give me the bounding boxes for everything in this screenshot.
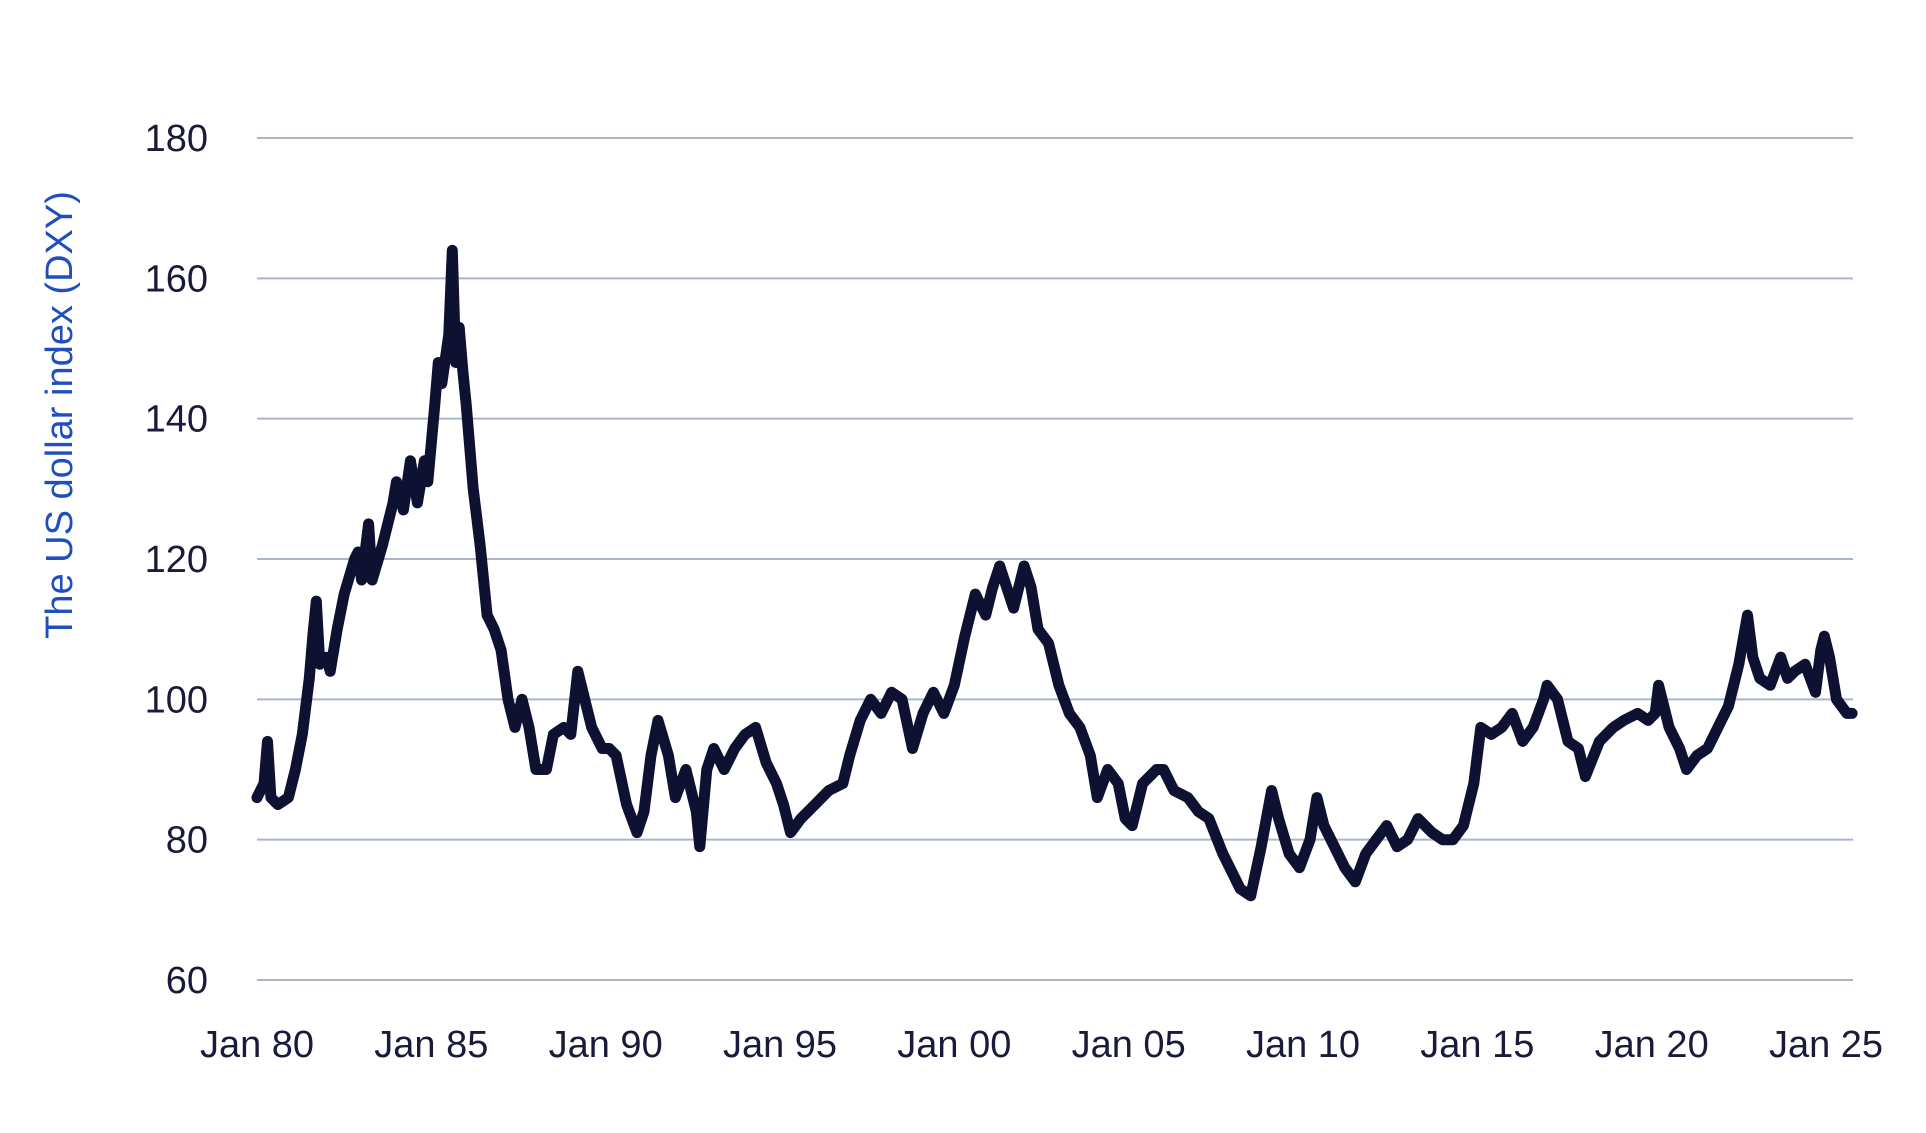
x-tick-label: Jan 80: [200, 1024, 314, 1066]
x-tick-label: Jan 05: [1072, 1024, 1186, 1066]
x-tick-label: Jan 15: [1420, 1024, 1534, 1066]
y-axis-label: The US dollar index (DXY): [39, 191, 81, 639]
x-tick-label: Jan 00: [897, 1024, 1011, 1066]
y-tick-label: 80: [166, 820, 208, 862]
grid-lines: [257, 137, 1853, 981]
x-axis-ticks: Jan 80 Jan 85 Jan 90 Jan 95 Jan 00 Jan 05 Jan …: [200, 1024, 1883, 1066]
y-tick-label: 120: [145, 539, 208, 581]
x-tick-label: Jan 10: [1246, 1024, 1360, 1066]
x-tick-label: Jan 90: [549, 1024, 663, 1066]
y-axis-ticks: 60 80 100 120 140 160 180: [145, 118, 208, 1002]
x-tick-label: Jan 25: [1769, 1024, 1883, 1066]
x-tick-label: Jan 85: [374, 1024, 488, 1066]
dxy-series-line: [251, 244, 1858, 902]
y-tick-label: 160: [145, 258, 208, 300]
x-tick-label: Jan 95: [723, 1024, 837, 1066]
x-tick-label: Jan 20: [1595, 1024, 1709, 1066]
y-tick-label: 180: [145, 118, 208, 160]
y-tick-label: 100: [145, 679, 208, 721]
y-tick-label: 140: [145, 399, 208, 441]
y-tick-label: 60: [166, 960, 208, 1002]
